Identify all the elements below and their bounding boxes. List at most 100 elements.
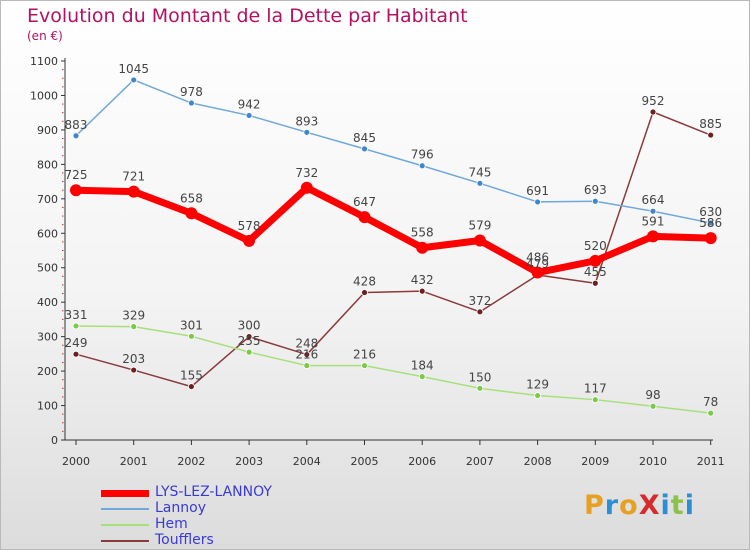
data-point bbox=[187, 99, 195, 107]
y-tick-label: 300 bbox=[37, 331, 58, 344]
data-point bbox=[187, 383, 195, 390]
series-line-lys-lez-lannoy bbox=[75, 184, 711, 277]
y-tick-label: 800 bbox=[37, 158, 58, 171]
y-tick-label: 200 bbox=[37, 365, 58, 378]
data-point bbox=[534, 392, 541, 399]
series-line-lannoy bbox=[75, 79, 711, 224]
data-label: 578 bbox=[238, 219, 261, 233]
y-tick-label: 700 bbox=[37, 193, 58, 206]
data-point bbox=[187, 332, 195, 340]
legend-label: Hem bbox=[155, 516, 188, 532]
data-point bbox=[72, 132, 80, 140]
data-point bbox=[130, 76, 138, 84]
data-label: 586 bbox=[699, 216, 722, 230]
data-point bbox=[127, 185, 140, 198]
x-tick-label: 2001 bbox=[120, 455, 148, 468]
data-point bbox=[72, 350, 80, 358]
data-label: 745 bbox=[468, 165, 491, 179]
data-label: 725 bbox=[65, 168, 88, 182]
data-point bbox=[361, 145, 368, 153]
data-label: 845 bbox=[353, 131, 376, 145]
data-point bbox=[476, 384, 484, 392]
proxiti-logo: ProXiti bbox=[584, 490, 695, 521]
data-point bbox=[531, 266, 544, 279]
data-point bbox=[649, 207, 657, 215]
data-label: 216 bbox=[295, 348, 318, 362]
data-point bbox=[476, 308, 484, 316]
data-point bbox=[358, 211, 371, 224]
y-tick-label: 600 bbox=[37, 227, 58, 240]
legend-swatch bbox=[101, 524, 149, 526]
x-tick-label: 2006 bbox=[408, 455, 436, 468]
data-label: 630 bbox=[699, 205, 722, 219]
data-label: 249 bbox=[65, 336, 88, 350]
y-tick-label: 900 bbox=[37, 124, 58, 137]
logo-letter: t bbox=[670, 490, 685, 521]
data-label: 479 bbox=[526, 257, 549, 271]
data-label: 796 bbox=[411, 148, 434, 162]
data-label: 486 bbox=[526, 251, 549, 265]
data-point bbox=[476, 179, 484, 187]
data-point bbox=[416, 241, 429, 254]
data-label: 301 bbox=[180, 318, 203, 332]
data-label: 184 bbox=[411, 359, 434, 373]
data-label: 455 bbox=[584, 265, 607, 279]
data-label: 117 bbox=[584, 382, 607, 396]
legend-swatch bbox=[101, 540, 149, 542]
data-point bbox=[303, 128, 311, 136]
data-label: 1045 bbox=[118, 62, 149, 76]
data-point bbox=[243, 234, 256, 247]
x-tick-label: 2000 bbox=[62, 455, 90, 468]
x-tick-label: 2004 bbox=[293, 455, 321, 468]
legend-swatch bbox=[101, 508, 149, 510]
data-label: 372 bbox=[468, 294, 491, 308]
data-label: 579 bbox=[468, 219, 491, 233]
data-point bbox=[649, 108, 657, 116]
data-point bbox=[473, 234, 486, 247]
data-point bbox=[303, 351, 311, 358]
data-label: 203 bbox=[122, 352, 145, 366]
logo-letter: i bbox=[660, 490, 671, 521]
data-label: 248 bbox=[295, 337, 318, 351]
y-tick-label: 400 bbox=[37, 296, 58, 309]
data-point bbox=[72, 322, 80, 330]
data-point bbox=[300, 181, 313, 194]
data-label: 558 bbox=[411, 226, 434, 240]
data-point bbox=[418, 287, 426, 295]
data-point bbox=[591, 396, 599, 404]
data-point bbox=[418, 373, 426, 381]
x-tick-label: 2003 bbox=[235, 455, 263, 468]
logo-letter: X bbox=[638, 490, 661, 521]
logo-letter: o bbox=[619, 490, 639, 521]
x-tick-label: 2010 bbox=[639, 455, 667, 468]
data-point bbox=[70, 184, 82, 197]
data-label: 893 bbox=[295, 114, 318, 128]
y-tick-label: 0 bbox=[51, 434, 58, 447]
x-tick-label: 2008 bbox=[524, 455, 552, 468]
data-point bbox=[704, 232, 717, 245]
data-point bbox=[649, 402, 657, 410]
data-label: 520 bbox=[584, 239, 607, 253]
legend-label: Toufflers bbox=[155, 532, 214, 548]
x-tick-label: 2002 bbox=[177, 455, 205, 468]
data-point bbox=[418, 162, 426, 170]
data-point bbox=[707, 409, 715, 417]
data-point bbox=[130, 323, 138, 331]
data-point bbox=[589, 254, 602, 267]
data-point bbox=[130, 366, 138, 374]
chart-title: Evolution du Montant de la Dette par Hab… bbox=[27, 5, 468, 27]
data-label: 732 bbox=[295, 166, 318, 180]
chart-unit: (en €) bbox=[27, 29, 63, 43]
data-label: 150 bbox=[468, 370, 491, 384]
y-tick-label: 100 bbox=[37, 400, 58, 413]
data-label: 155 bbox=[180, 369, 203, 383]
data-point bbox=[245, 333, 253, 341]
data-point bbox=[361, 289, 368, 296]
data-point bbox=[245, 112, 253, 119]
data-label: 78 bbox=[703, 395, 718, 409]
logo-letter: r bbox=[604, 490, 620, 521]
legend-swatch bbox=[101, 489, 149, 497]
data-label: 691 bbox=[526, 184, 549, 198]
x-tick-label: 2009 bbox=[581, 455, 609, 468]
